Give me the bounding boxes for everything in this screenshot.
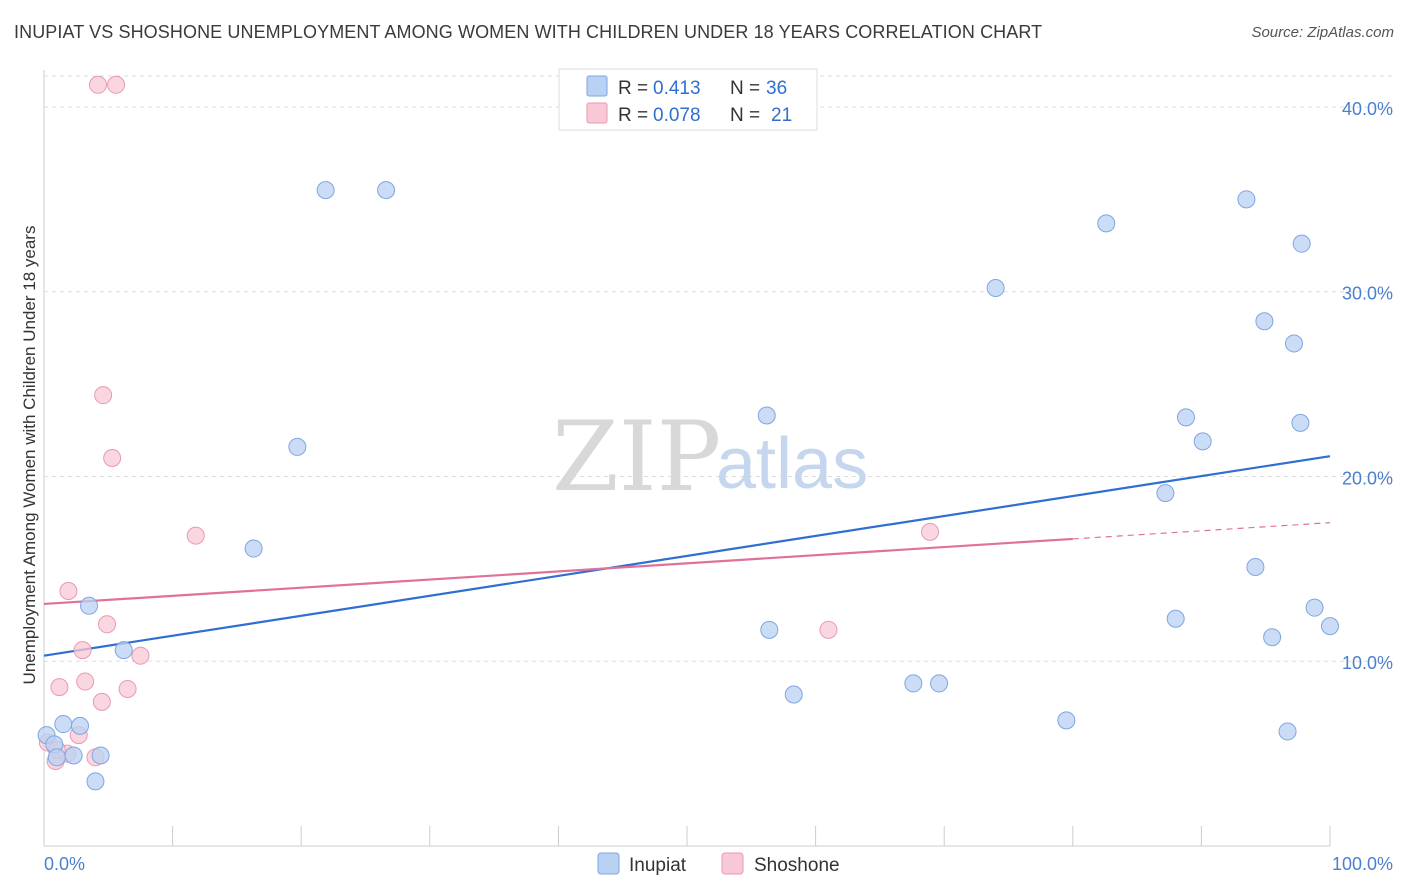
point-inupiat [80,596,99,615]
legend-n-value: 36 [766,78,787,99]
point-shoshone [921,522,940,541]
point-inupiat [904,674,923,693]
x-tick-min: 0.0% [44,854,85,874]
point-inupiat [986,279,1005,298]
point-inupiat [1237,190,1256,209]
point-shoshone [103,449,122,467]
point-inupiat [1176,408,1195,427]
grid-layer: 10.0% 20.0% 30.0% 40.0% [44,75,1393,673]
legend-n-label: N = [730,105,760,126]
point-inupiat [54,715,73,734]
point-inupiat [1291,413,1310,432]
chart-title: INUPIAT VS SHOSHONE UNEMPLOYMENT AMONG W… [14,22,1043,42]
point-inupiat [1246,558,1265,577]
point-inupiat [1278,722,1297,741]
point-inupiat [1193,432,1212,451]
legend-r-label: R = [618,105,648,126]
point-inupiat [47,748,66,767]
legend-n-value: 21 [771,105,792,126]
point-inupiat [64,746,83,765]
point-inupiat [288,437,307,456]
legend-r-label: R = [618,78,648,99]
point-shoshone [107,75,126,94]
point-inupiat [71,716,90,735]
point-inupiat [1255,312,1274,331]
legend-swatch-shoshone [721,852,744,875]
legend-r-value: 0.413 [653,78,701,99]
watermark-atlas: atlas [716,424,868,504]
point-shoshone [186,526,205,545]
point-inupiat [86,772,105,791]
legend-label-shoshone: Shoshone [754,855,840,876]
point-shoshone [76,672,95,691]
legend-bottom: Inupiat Shoshone [597,852,840,876]
legend-swatch-shoshone [586,102,608,124]
point-shoshone [92,692,111,711]
point-inupiat [1321,617,1339,636]
legend-swatch-inupiat [586,75,608,97]
trend-line-extension-shoshone [1072,522,1331,540]
point-inupiat [1166,609,1185,628]
legend-r-value: 0.078 [653,105,701,126]
y-tick-label: 30.0% [1342,284,1393,304]
point-shoshone [819,620,838,639]
point-shoshone [118,679,137,698]
point-inupiat [757,406,776,425]
point-shoshone [89,75,108,94]
legend-swatch-inupiat [597,852,620,875]
point-inupiat [114,641,133,660]
source-label: Source: ZipAtlas.com [1251,24,1394,41]
point-inupiat [1097,214,1116,233]
trend-line-shoshone [43,537,1073,606]
point-inupiat [1057,711,1076,730]
point-inupiat [930,674,949,693]
y-tick-label: 10.0% [1342,653,1393,673]
point-inupiat [1156,484,1175,503]
point-shoshone [131,646,150,665]
legend-label-inupiat: Inupiat [629,855,687,876]
trend-layer [43,455,1331,657]
point-inupiat [244,539,263,558]
point-shoshone [94,386,113,405]
point-inupiat [1305,598,1324,617]
point-inupiat [784,685,803,704]
point-inupiat [760,620,779,639]
point-shoshone [73,641,92,660]
trend-line-inupiat [43,455,1331,657]
watermark: ZIP atlas [552,401,868,513]
point-inupiat [316,181,335,200]
y-tick-label: 20.0% [1342,468,1393,488]
watermark-zip: ZIP [552,401,721,513]
point-shoshone [59,582,78,601]
axes-layer [43,70,1331,847]
point-shoshone [98,615,117,634]
legend-top: R = 0.413 N = 36 R = 0.078 N = 21 [558,68,818,131]
y-tick-label: 40.0% [1342,99,1393,119]
points-layer [37,75,1339,791]
point-inupiat [377,181,396,200]
legend-n-label: N = [730,78,760,99]
x-tick-max: 100.0% [1332,854,1393,874]
point-shoshone [50,678,69,697]
y-axis-title: Unemployment Among Women with Children U… [20,226,39,685]
point-inupiat [91,746,110,765]
point-inupiat [1284,334,1303,353]
point-inupiat [1263,628,1282,647]
point-inupiat [1292,234,1311,253]
